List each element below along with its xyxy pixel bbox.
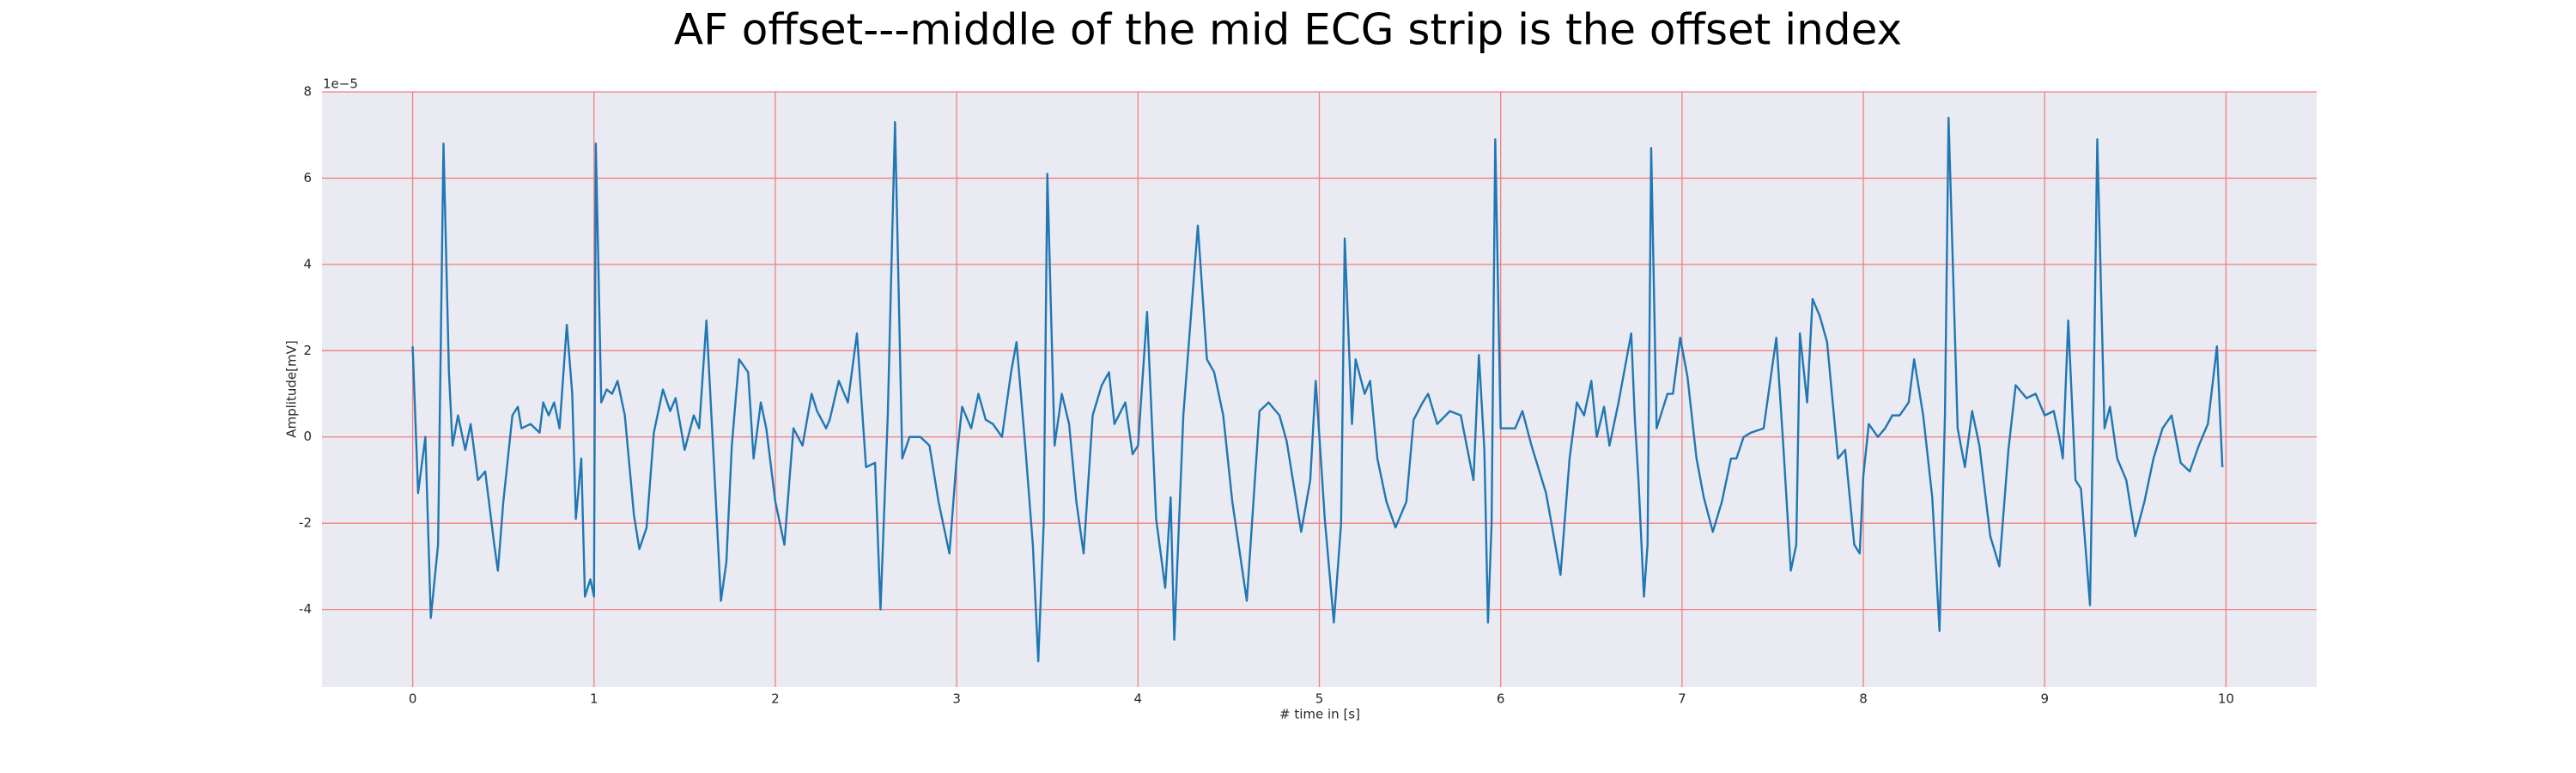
x-tick-label: 3 — [952, 691, 961, 707]
y-axis-label: Amplitude[mV] — [284, 340, 300, 437]
x-tick-label: 2 — [771, 691, 780, 707]
y-tick-label: -2 — [299, 515, 312, 531]
x-tick-label: 9 — [2040, 691, 2049, 707]
x-axis-label: # time in [s] — [1279, 707, 1360, 722]
y-tick-label: -4 — [299, 601, 312, 617]
y-tick-label: 4 — [303, 256, 312, 271]
y-tick-label: 6 — [303, 170, 312, 186]
y-tick-label: 0 — [303, 429, 312, 444]
chart-title: AF offset---middle of the mid ECG strip … — [674, 5, 1902, 55]
signal-line — [411, 116, 2224, 663]
x-tick-label: 0 — [409, 691, 417, 707]
x-tick-label: 4 — [1134, 691, 1143, 707]
y-tick-label: 2 — [303, 343, 312, 358]
x-tick-label: 10 — [2218, 691, 2234, 707]
y-offset-label: 1e−5 — [323, 76, 358, 92]
x-tick-label: 6 — [1497, 691, 1505, 707]
x-tick-label: 1 — [590, 691, 598, 707]
y-tick-label: 8 — [303, 84, 312, 100]
x-tick-label: 5 — [1315, 691, 1324, 707]
x-tick-label: 7 — [1678, 691, 1686, 707]
x-tick-label: 8 — [1859, 691, 1868, 707]
